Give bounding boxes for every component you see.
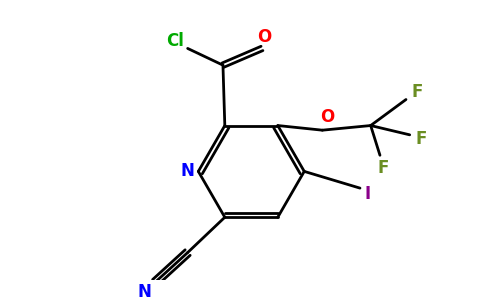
Text: Cl: Cl bbox=[166, 32, 183, 50]
Text: I: I bbox=[364, 185, 370, 203]
Text: F: F bbox=[378, 159, 389, 177]
Text: F: F bbox=[415, 130, 426, 148]
Text: O: O bbox=[257, 28, 271, 46]
Text: F: F bbox=[411, 83, 423, 101]
Text: N: N bbox=[137, 283, 151, 300]
Text: N: N bbox=[180, 162, 194, 180]
Text: O: O bbox=[320, 108, 334, 126]
